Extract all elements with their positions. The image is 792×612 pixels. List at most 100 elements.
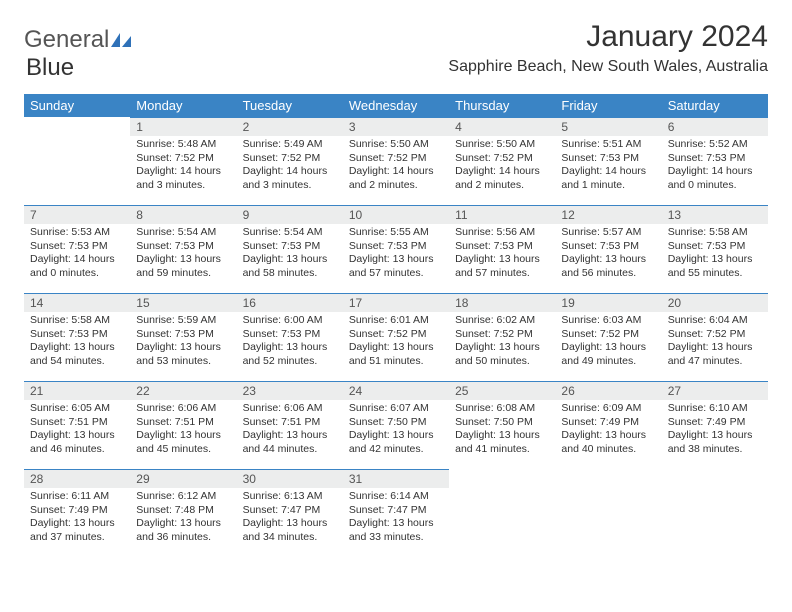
day-of-week-header: Saturday xyxy=(662,94,768,117)
calendar-day-cell: 25Sunrise: 6:08 AMSunset: 7:50 PMDayligh… xyxy=(449,381,555,469)
calendar-week-row: 7Sunrise: 5:53 AMSunset: 7:53 PMDaylight… xyxy=(24,205,768,293)
day-of-week-header: Tuesday xyxy=(237,94,343,117)
day-body: Sunrise: 5:52 AMSunset: 7:53 PMDaylight:… xyxy=(662,136,768,197)
day-body: Sunrise: 5:54 AMSunset: 7:53 PMDaylight:… xyxy=(130,224,236,285)
day-number: 30 xyxy=(237,469,343,488)
day-body: Sunrise: 5:58 AMSunset: 7:53 PMDaylight:… xyxy=(662,224,768,285)
day-number: 8 xyxy=(130,205,236,224)
day-body: Sunrise: 5:59 AMSunset: 7:53 PMDaylight:… xyxy=(130,312,236,373)
day-number: 4 xyxy=(449,117,555,136)
day-body: Sunrise: 6:01 AMSunset: 7:52 PMDaylight:… xyxy=(343,312,449,373)
day-body: Sunrise: 5:54 AMSunset: 7:53 PMDaylight:… xyxy=(237,224,343,285)
day-number xyxy=(449,469,555,487)
day-body: Sunrise: 5:56 AMSunset: 7:53 PMDaylight:… xyxy=(449,224,555,285)
calendar-day-cell: 16Sunrise: 6:00 AMSunset: 7:53 PMDayligh… xyxy=(237,293,343,381)
day-number: 25 xyxy=(449,381,555,400)
day-of-week-header: Wednesday xyxy=(343,94,449,117)
day-number: 5 xyxy=(555,117,661,136)
day-number: 19 xyxy=(555,293,661,312)
calendar-day-cell: 24Sunrise: 6:07 AMSunset: 7:50 PMDayligh… xyxy=(343,381,449,469)
day-of-week-header: Sunday xyxy=(24,94,130,117)
day-body: Sunrise: 5:55 AMSunset: 7:53 PMDaylight:… xyxy=(343,224,449,285)
calendar-day-cell: 23Sunrise: 6:06 AMSunset: 7:51 PMDayligh… xyxy=(237,381,343,469)
day-body: Sunrise: 5:48 AMSunset: 7:52 PMDaylight:… xyxy=(130,136,236,197)
day-body: Sunrise: 5:51 AMSunset: 7:53 PMDaylight:… xyxy=(555,136,661,197)
day-number: 31 xyxy=(343,469,449,488)
calendar-day-cell xyxy=(555,469,661,557)
calendar-week-row: 14Sunrise: 5:58 AMSunset: 7:53 PMDayligh… xyxy=(24,293,768,381)
day-number: 7 xyxy=(24,205,130,224)
calendar-day-cell: 3Sunrise: 5:50 AMSunset: 7:52 PMDaylight… xyxy=(343,117,449,205)
day-number: 13 xyxy=(662,205,768,224)
calendar-day-cell: 9Sunrise: 5:54 AMSunset: 7:53 PMDaylight… xyxy=(237,205,343,293)
day-body: Sunrise: 6:00 AMSunset: 7:53 PMDaylight:… xyxy=(237,312,343,373)
calendar-thead: SundayMondayTuesdayWednesdayThursdayFrid… xyxy=(24,94,768,117)
day-body: Sunrise: 6:06 AMSunset: 7:51 PMDaylight:… xyxy=(237,400,343,461)
calendar-day-cell: 26Sunrise: 6:09 AMSunset: 7:49 PMDayligh… xyxy=(555,381,661,469)
day-body: Sunrise: 6:11 AMSunset: 7:49 PMDaylight:… xyxy=(24,488,130,549)
page-subtitle: Sapphire Beach, New South Wales, Austral… xyxy=(448,58,768,76)
calendar-day-cell: 10Sunrise: 5:55 AMSunset: 7:53 PMDayligh… xyxy=(343,205,449,293)
day-body: Sunrise: 5:53 AMSunset: 7:53 PMDaylight:… xyxy=(24,224,130,285)
day-body: Sunrise: 6:12 AMSunset: 7:48 PMDaylight:… xyxy=(130,488,236,549)
day-of-week-row: SundayMondayTuesdayWednesdayThursdayFrid… xyxy=(24,94,768,117)
calendar-day-cell: 13Sunrise: 5:58 AMSunset: 7:53 PMDayligh… xyxy=(662,205,768,293)
brand-logo: General xyxy=(24,26,133,54)
day-body: Sunrise: 6:04 AMSunset: 7:52 PMDaylight:… xyxy=(662,312,768,373)
day-body: Sunrise: 6:14 AMSunset: 7:47 PMDaylight:… xyxy=(343,488,449,549)
calendar-day-cell: 15Sunrise: 5:59 AMSunset: 7:53 PMDayligh… xyxy=(130,293,236,381)
day-number: 16 xyxy=(237,293,343,312)
calendar-day-cell: 2Sunrise: 5:49 AMSunset: 7:52 PMDaylight… xyxy=(237,117,343,205)
calendar-day-cell xyxy=(24,117,130,205)
calendar-day-cell: 30Sunrise: 6:13 AMSunset: 7:47 PMDayligh… xyxy=(237,469,343,557)
day-of-week-header: Friday xyxy=(555,94,661,117)
day-number: 21 xyxy=(24,381,130,400)
day-number: 11 xyxy=(449,205,555,224)
calendar-day-cell: 19Sunrise: 6:03 AMSunset: 7:52 PMDayligh… xyxy=(555,293,661,381)
brand-part1: General xyxy=(24,26,109,54)
brand-part2: Blue xyxy=(26,54,74,81)
calendar-day-cell: 18Sunrise: 6:02 AMSunset: 7:52 PMDayligh… xyxy=(449,293,555,381)
calendar-week-row: 28Sunrise: 6:11 AMSunset: 7:49 PMDayligh… xyxy=(24,469,768,557)
day-number: 1 xyxy=(130,117,236,136)
calendar-day-cell: 17Sunrise: 6:01 AMSunset: 7:52 PMDayligh… xyxy=(343,293,449,381)
day-number: 24 xyxy=(343,381,449,400)
calendar-day-cell: 11Sunrise: 5:56 AMSunset: 7:53 PMDayligh… xyxy=(449,205,555,293)
day-body: Sunrise: 5:49 AMSunset: 7:52 PMDaylight:… xyxy=(237,136,343,197)
day-number: 10 xyxy=(343,205,449,224)
day-body: Sunrise: 6:08 AMSunset: 7:50 PMDaylight:… xyxy=(449,400,555,461)
calendar-week-row: 1Sunrise: 5:48 AMSunset: 7:52 PMDaylight… xyxy=(24,117,768,205)
calendar-day-cell: 20Sunrise: 6:04 AMSunset: 7:52 PMDayligh… xyxy=(662,293,768,381)
day-body: Sunrise: 6:05 AMSunset: 7:51 PMDaylight:… xyxy=(24,400,130,461)
day-body: Sunrise: 5:57 AMSunset: 7:53 PMDaylight:… xyxy=(555,224,661,285)
day-number: 17 xyxy=(343,293,449,312)
day-number: 3 xyxy=(343,117,449,136)
day-number: 22 xyxy=(130,381,236,400)
logo-sails-icon xyxy=(111,26,133,54)
calendar-day-cell: 8Sunrise: 5:54 AMSunset: 7:53 PMDaylight… xyxy=(130,205,236,293)
day-body: Sunrise: 5:50 AMSunset: 7:52 PMDaylight:… xyxy=(343,136,449,197)
calendar-day-cell: 29Sunrise: 6:12 AMSunset: 7:48 PMDayligh… xyxy=(130,469,236,557)
calendar-page: General January 2024 Sapphire Beach, New… xyxy=(0,0,792,567)
day-body: Sunrise: 6:09 AMSunset: 7:49 PMDaylight:… xyxy=(555,400,661,461)
day-body: Sunrise: 6:13 AMSunset: 7:47 PMDaylight:… xyxy=(237,488,343,549)
day-number: 18 xyxy=(449,293,555,312)
day-number: 29 xyxy=(130,469,236,488)
day-number xyxy=(24,117,130,135)
day-number: 15 xyxy=(130,293,236,312)
day-of-week-header: Thursday xyxy=(449,94,555,117)
day-number: 9 xyxy=(237,205,343,224)
calendar-body: 1Sunrise: 5:48 AMSunset: 7:52 PMDaylight… xyxy=(24,117,768,557)
day-of-week-header: Monday xyxy=(130,94,236,117)
day-body: Sunrise: 5:58 AMSunset: 7:53 PMDaylight:… xyxy=(24,312,130,373)
day-number: 12 xyxy=(555,205,661,224)
day-body: Sunrise: 6:02 AMSunset: 7:52 PMDaylight:… xyxy=(449,312,555,373)
calendar-day-cell: 1Sunrise: 5:48 AMSunset: 7:52 PMDaylight… xyxy=(130,117,236,205)
calendar-day-cell: 4Sunrise: 5:50 AMSunset: 7:52 PMDaylight… xyxy=(449,117,555,205)
calendar-day-cell: 7Sunrise: 5:53 AMSunset: 7:53 PMDaylight… xyxy=(24,205,130,293)
page-title: January 2024 xyxy=(448,20,768,54)
day-number: 26 xyxy=(555,381,661,400)
calendar-week-row: 21Sunrise: 6:05 AMSunset: 7:51 PMDayligh… xyxy=(24,381,768,469)
day-body: Sunrise: 6:10 AMSunset: 7:49 PMDaylight:… xyxy=(662,400,768,461)
day-number: 20 xyxy=(662,293,768,312)
